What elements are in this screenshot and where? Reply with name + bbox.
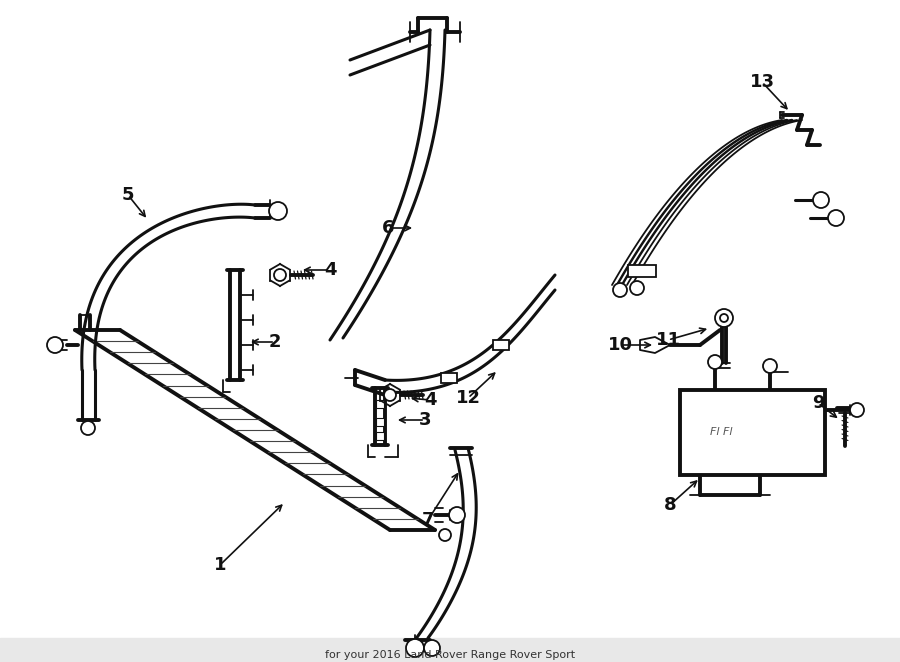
Bar xyxy=(493,340,509,350)
Circle shape xyxy=(384,389,396,401)
Bar xyxy=(376,432,384,440)
Text: 1: 1 xyxy=(214,556,226,574)
Circle shape xyxy=(449,507,465,523)
Circle shape xyxy=(828,210,844,226)
Circle shape xyxy=(406,639,424,657)
Bar xyxy=(0,638,900,662)
Circle shape xyxy=(630,281,644,295)
Circle shape xyxy=(850,403,864,417)
Circle shape xyxy=(613,283,627,297)
Text: 11: 11 xyxy=(655,331,680,349)
Circle shape xyxy=(715,309,733,327)
Text: 12: 12 xyxy=(455,389,481,407)
Text: 9: 9 xyxy=(812,394,824,412)
Circle shape xyxy=(81,421,95,435)
Bar xyxy=(628,265,656,277)
Text: Fl Fl: Fl Fl xyxy=(710,427,733,437)
Bar xyxy=(376,400,384,408)
Text: 5: 5 xyxy=(122,186,134,204)
Text: 6: 6 xyxy=(382,219,394,237)
Text: 7: 7 xyxy=(422,511,435,529)
Text: 13: 13 xyxy=(750,73,775,91)
Text: 3: 3 xyxy=(418,411,431,429)
Circle shape xyxy=(47,337,63,353)
Text: 10: 10 xyxy=(608,336,633,354)
Circle shape xyxy=(424,640,440,656)
Bar xyxy=(441,373,457,383)
Circle shape xyxy=(274,269,286,281)
Bar xyxy=(680,390,825,475)
Text: 8: 8 xyxy=(663,496,676,514)
Circle shape xyxy=(813,192,829,208)
Circle shape xyxy=(720,314,728,322)
Circle shape xyxy=(269,202,287,220)
Text: for your 2016 Land Rover Range Rover Sport: for your 2016 Land Rover Range Rover Spo… xyxy=(325,650,575,660)
Text: 4: 4 xyxy=(324,261,337,279)
Text: 4: 4 xyxy=(424,391,436,409)
Circle shape xyxy=(708,355,722,369)
Circle shape xyxy=(439,529,451,541)
Bar xyxy=(376,418,384,426)
Text: 2: 2 xyxy=(269,333,282,351)
Circle shape xyxy=(763,359,777,373)
